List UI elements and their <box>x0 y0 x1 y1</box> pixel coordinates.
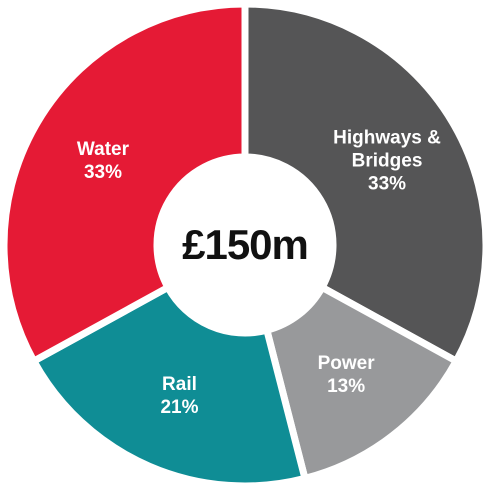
category-label: Rail <box>162 374 197 396</box>
segment-label: Highways & Bridges 33% <box>322 127 452 196</box>
category-label: Power <box>317 353 375 375</box>
center-label: £150m <box>182 221 309 268</box>
segment-label: Water 33% <box>38 138 168 184</box>
value-label: 33% <box>368 173 407 195</box>
segment-label: Power 13% <box>281 352 411 398</box>
segment <box>262 282 461 483</box>
value-label: 21% <box>160 397 199 419</box>
value-label: 33% <box>83 162 122 183</box>
segment-label: Rail 21% <box>114 373 244 419</box>
value-label: 13% <box>327 376 366 398</box>
category-label: Highways & Bridges <box>333 127 441 172</box>
segment <box>0 0 249 366</box>
category-label: Water <box>76 139 130 160</box>
segment <box>241 0 488 366</box>
segment <box>29 282 310 488</box>
